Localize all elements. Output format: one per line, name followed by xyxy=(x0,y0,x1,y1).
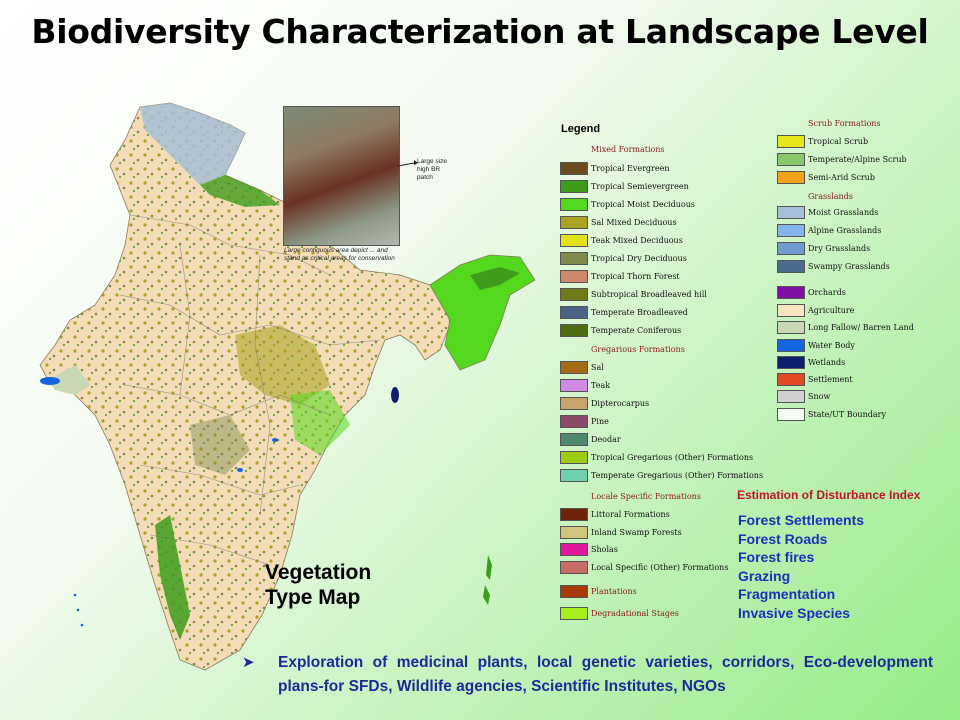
legend-item: Snow xyxy=(777,390,830,403)
legend-swatch xyxy=(560,379,588,392)
inset-arrow-icon xyxy=(398,160,418,167)
legend-item: Deodar xyxy=(560,433,621,446)
legend-swatch xyxy=(560,508,588,521)
disturbance-title: Estimation of Disturbance Index xyxy=(737,488,921,502)
legend-heading-mixed: Mixed Formations xyxy=(591,145,665,154)
legend-swatch xyxy=(777,242,805,255)
legend-item: Water Body xyxy=(777,339,855,352)
legend-swatch xyxy=(777,373,805,386)
legend-swatch xyxy=(560,397,588,410)
legend-item: Agriculture xyxy=(777,304,854,317)
legend-swatch xyxy=(560,324,588,337)
legend-swatch xyxy=(777,135,805,148)
legend-swatch xyxy=(560,180,588,193)
legend-swatch xyxy=(777,260,805,273)
legend-swatch xyxy=(560,361,588,374)
legend-swatch xyxy=(560,216,588,229)
legend-item: Orchards xyxy=(777,286,846,299)
legend-item: Tropical Gregarious (Other) Formations xyxy=(560,451,753,464)
legend-swatch xyxy=(777,171,805,184)
legend-heading-gregarious: Gregarious Formations xyxy=(591,345,685,354)
legend-item: Sal xyxy=(560,361,604,374)
page-title: Biodiversity Characterization at Landsca… xyxy=(31,12,929,51)
legend-item: Temperate Gregarious (Other) Formations xyxy=(560,469,763,482)
legend-item: Plantations xyxy=(560,585,637,598)
legend-swatch xyxy=(777,206,805,219)
legend-swatch xyxy=(560,162,588,175)
legend-item: Degradational Stages xyxy=(560,607,679,620)
legend-item: Swampy Grasslands xyxy=(777,260,890,273)
legend-item: Teak xyxy=(560,379,610,392)
disturbance-item: Forest Settlements xyxy=(738,512,865,528)
legend-item: Wetlands xyxy=(777,356,845,369)
legend-item: Temperate Broadleaved xyxy=(560,306,688,319)
legend-item: Subtropical Broadleaved hill xyxy=(560,288,707,301)
legend-swatch xyxy=(560,543,588,556)
legend-item: Pine xyxy=(560,415,609,428)
disturbance-list: Forest Settlements Forest Roads Forest f… xyxy=(738,511,864,622)
legend-swatch xyxy=(560,433,588,446)
legend-swatch xyxy=(560,252,588,265)
legend-swatch xyxy=(777,356,805,369)
legend-item: Temperate Coniferous xyxy=(560,324,681,337)
legend-swatch xyxy=(560,607,588,620)
legend-item: Sal Mixed Deciduous xyxy=(560,216,677,229)
inset-note: Large size high BR patch xyxy=(417,158,447,182)
map-type-label: Vegetation Type Map xyxy=(265,561,372,610)
legend-swatch xyxy=(777,339,805,352)
legend-swatch xyxy=(560,585,588,598)
legend-item: Semi-Arid Scrub xyxy=(777,171,875,184)
legend-swatch xyxy=(560,198,588,211)
legend-swatch xyxy=(560,561,588,574)
legend-item: Teak Mixed Deciduous xyxy=(560,234,683,247)
legend-swatch xyxy=(777,408,805,421)
legend-item: Tropical Semievergreen xyxy=(560,180,689,193)
disturbance-item: Forest Roads xyxy=(738,530,828,547)
legend-heading-locale: Locale Specific Formations xyxy=(591,492,701,501)
legend-swatch xyxy=(777,390,805,403)
inset-caption: Large contiguous area depict ... and sta… xyxy=(284,247,395,263)
legend-item: Long Fallow/ Barren Land xyxy=(777,321,914,334)
legend-swatch xyxy=(777,286,805,299)
legend-swatch xyxy=(560,234,588,247)
legend-item: Tropical Moist Deciduous xyxy=(560,198,695,211)
legend-swatch xyxy=(560,451,588,464)
legend-swatch xyxy=(560,469,588,482)
legend-swatch xyxy=(777,224,805,237)
legend-item: Sholas xyxy=(560,543,618,556)
legend-item: Inland Swamp Forests xyxy=(560,526,682,539)
legend-item: Littoral Formations xyxy=(560,508,670,521)
legend-item: Tropical Evergreen xyxy=(560,162,670,175)
legend-item: Moist Grasslands xyxy=(777,206,878,219)
disturbance-item: Invasive Species xyxy=(738,604,851,621)
legend-item: Temperate/Alpine Scrub xyxy=(777,153,907,166)
bottom-description: Exploration of medicinal plants, local g… xyxy=(278,654,933,695)
disturbance-item: Forest fires xyxy=(738,549,815,565)
legend-swatch xyxy=(560,270,588,283)
legend-item: State/UT Boundary xyxy=(777,408,886,421)
legend-item: Tropical Scrub xyxy=(777,135,868,148)
disturbance-item: Fragmentation xyxy=(738,586,836,602)
inset-satellite-image xyxy=(283,106,400,246)
disturbance-item: Grazing xyxy=(738,567,791,584)
legend-swatch xyxy=(560,306,588,319)
legend-title: Legend xyxy=(561,123,601,135)
legend-swatch xyxy=(777,321,805,334)
legend-item: Local Specific (Other) Formations xyxy=(560,561,728,574)
legend-item: Settlement xyxy=(777,373,853,386)
legend-heading-scrub: Scrub Formations xyxy=(808,119,881,128)
legend-swatch xyxy=(560,415,588,428)
legend-swatch xyxy=(777,304,805,317)
legend-heading-grasslands: Grasslands xyxy=(808,192,853,201)
vegetation-map xyxy=(39,102,536,671)
legend-swatch xyxy=(560,526,588,539)
arrow-bullet-icon: ➤ xyxy=(242,654,255,671)
legend-swatch xyxy=(560,288,588,301)
legend-item: Alpine Grasslands xyxy=(777,224,881,237)
legend-swatch xyxy=(777,153,805,166)
legend-item: Tropical Thorn Forest xyxy=(560,270,680,283)
legend-item: Dipterocarpus xyxy=(560,397,649,410)
legend-item: Dry Grasslands xyxy=(777,242,870,255)
legend-item: Tropical Dry Deciduous xyxy=(560,252,687,265)
